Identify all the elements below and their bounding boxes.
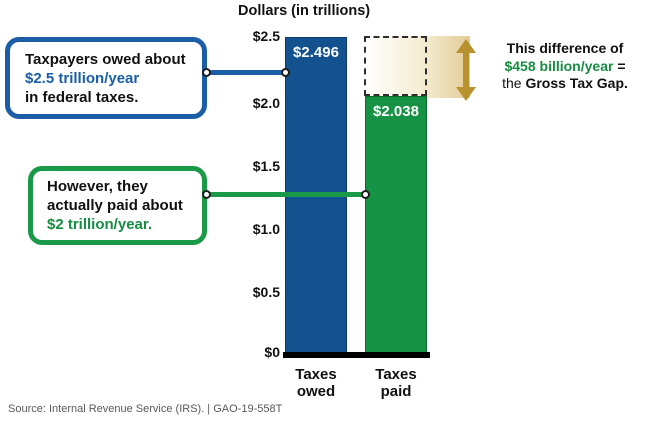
bar-taxes-paid — [365, 96, 427, 355]
tax-gap-gradient-band — [364, 36, 470, 98]
x-label-line: paid — [380, 383, 412, 400]
y-tick-0: $0 — [264, 344, 280, 360]
bar-value-taxes-owed: $2.496 — [293, 44, 339, 61]
callout-taxes-owed: Taxpayers owed about $2.5 trillion/year … — [5, 37, 207, 119]
connector-node-icon — [202, 190, 211, 199]
gap-note-line3: the Gross Tax Gap. — [483, 75, 647, 93]
source-attribution: Source: Internal Revenue Service (IRS). … — [8, 403, 283, 415]
x-label-line: Taxes — [375, 366, 417, 383]
callout-taxes-paid: However, they actually paid about $2 tri… — [28, 166, 207, 245]
gap-note-the: the — [502, 75, 526, 91]
callout-owed-line2: $2.5 trillion/year — [25, 69, 140, 87]
connector-node-icon — [202, 68, 211, 77]
gross-tax-gap-note: This difference of $458 billion/year = t… — [483, 40, 647, 93]
gap-note-amount: $458 billion/year — [504, 57, 614, 74]
double-arrow-icon — [455, 39, 477, 106]
x-label-taxes-owed: Taxes owed — [281, 366, 351, 400]
gap-note-line1: This difference of — [506, 40, 624, 56]
gap-note-line2: $458 billion/year = — [483, 58, 647, 76]
callout-paid-line2: actually paid about — [47, 197, 183, 214]
connector-line-paid — [205, 192, 367, 197]
y-tick-1-5: $1.5 — [252, 158, 280, 174]
x-label-taxes-paid: Taxes paid — [361, 366, 431, 400]
chart-title: Dollars (in trillions) — [238, 3, 371, 19]
y-tick-1-0: $1.0 — [252, 221, 280, 237]
bar-value-taxes-paid: $2.038 — [373, 103, 419, 120]
x-label-line: owed — [296, 383, 336, 400]
connector-node-icon — [281, 68, 290, 77]
connector-line-owed — [205, 70, 288, 75]
y-tick-0-5: $0.5 — [252, 284, 280, 300]
callout-paid-line1: However, they — [47, 178, 148, 195]
y-tick-2-0: $2.0 — [252, 95, 280, 111]
x-axis-baseline — [283, 352, 430, 358]
callout-owed-line1: Taxpayers owed about — [25, 50, 186, 68]
x-label-line: Taxes — [295, 366, 337, 383]
tax-gap-dashed-box — [364, 36, 427, 96]
callout-paid-line3: $2 trillion/year. — [47, 216, 153, 233]
gap-note-gross-tax-gap: Gross Tax Gap. — [525, 75, 628, 91]
y-tick-2-5: $2.5 — [252, 28, 280, 44]
connector-node-icon — [361, 190, 370, 199]
callout-owed-line3: in federal taxes. — [25, 88, 139, 106]
gap-note-equals: = — [613, 57, 626, 74]
